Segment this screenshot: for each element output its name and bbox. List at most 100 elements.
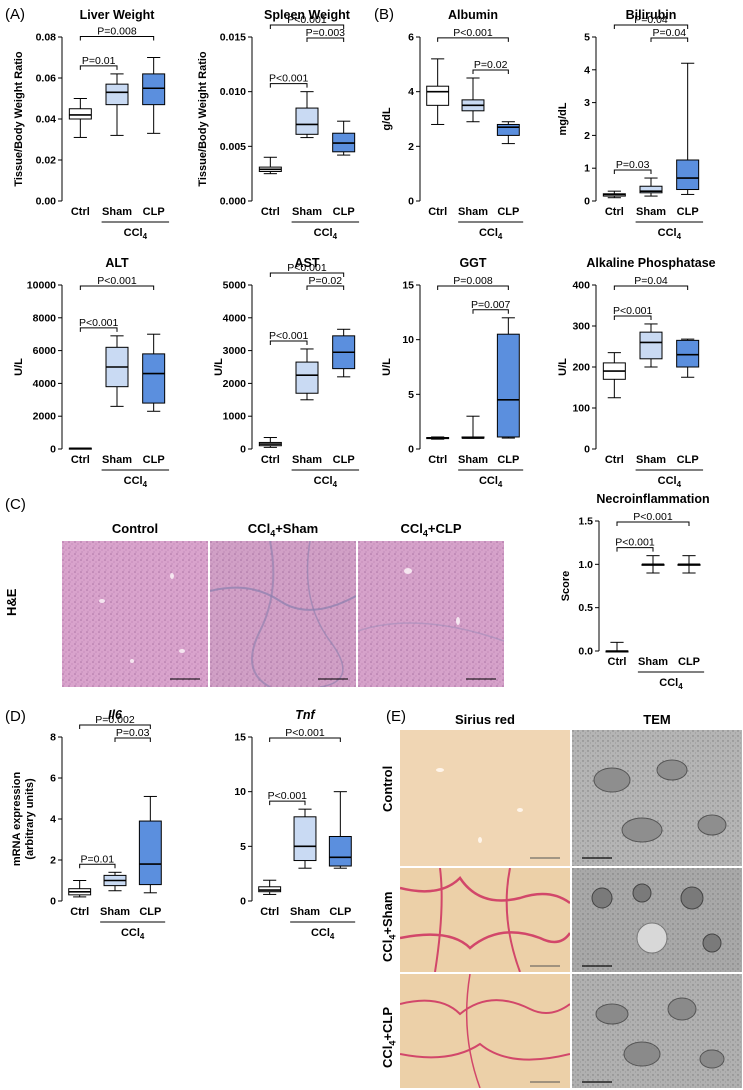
sirius-texture-control xyxy=(400,730,570,866)
x-tick-label: Sham xyxy=(292,454,322,466)
comparison-bracket: P=0.01 xyxy=(79,853,116,869)
tem-texture-control xyxy=(572,730,742,866)
y-axis-label: U/L xyxy=(213,358,225,376)
y-tick-label: 0.010 xyxy=(220,86,246,98)
box-clp xyxy=(142,333,166,412)
y-tick-label: 15 xyxy=(234,732,246,744)
comparison-bracket: P<0.001 xyxy=(269,727,341,742)
x-tick-label: Sham xyxy=(290,906,320,918)
box-iqr xyxy=(68,108,92,120)
comparison-bracket: P=0.008 xyxy=(437,275,509,290)
p-value-label: P<0.001 xyxy=(269,73,309,85)
bracket-line xyxy=(437,285,509,290)
x-tick-label: Ctrl xyxy=(608,656,627,668)
comparison-bracket: P=0.008 xyxy=(79,26,155,41)
he-texture-clp xyxy=(358,541,504,687)
tem-image-control xyxy=(572,730,742,866)
box-ctrl xyxy=(602,352,626,399)
y-tick-label: 0 xyxy=(584,196,590,208)
box-sham xyxy=(461,415,485,439)
x-tick-label: CLP xyxy=(677,454,699,466)
p-value-label: P<0.001 xyxy=(285,727,325,739)
box-iqr xyxy=(496,333,520,438)
y-tick-label: 4000 xyxy=(223,312,247,324)
box-sham xyxy=(105,73,129,136)
p-value-label: P<0.001 xyxy=(97,275,137,287)
bracket-line xyxy=(79,327,118,332)
bracket-line xyxy=(437,37,509,42)
bracket-line xyxy=(79,285,155,290)
box-iqr xyxy=(142,353,166,404)
he-title-sham: CCl4+Sham xyxy=(247,521,319,539)
bracket-line xyxy=(650,37,689,42)
box-clp xyxy=(328,791,352,869)
x-tick-label: Ctrl xyxy=(261,206,280,218)
x-tick-label: Ctrl xyxy=(428,454,447,466)
treatment-subscript: 4 xyxy=(140,932,145,941)
chart-spleen-weight: Spleen Weight 0.000 0.005 0.010 0.015 Tissue/… xyxy=(197,8,360,241)
p-value-label: P<0.001 xyxy=(79,317,119,329)
tem-image-sham xyxy=(572,868,742,972)
bracket-line xyxy=(79,863,116,869)
bracket-line xyxy=(79,724,151,729)
comparison-bracket: P=0.002 xyxy=(79,714,151,729)
y-tick-label: 0.5 xyxy=(578,602,593,614)
tem-image-clp xyxy=(572,974,742,1088)
y-axis-label: g/dL xyxy=(381,107,393,130)
box-sham xyxy=(103,871,127,892)
box-iqr xyxy=(496,123,520,136)
box-clp xyxy=(332,120,356,156)
panel-label-e: (E) xyxy=(386,708,406,725)
x-tick-label: CLP xyxy=(329,906,351,918)
x-tick-label: Sham xyxy=(292,206,322,218)
sirius-title: Sirius red xyxy=(455,712,515,727)
y-axis-label: U/L xyxy=(557,358,569,376)
box-iqr xyxy=(105,83,129,106)
comparison-bracket: P<0.001 xyxy=(269,73,309,88)
comparison-bracket: P<0.001 xyxy=(269,14,345,29)
treatment-label: CCl4 xyxy=(479,475,503,489)
panel-label-b: (B) xyxy=(374,6,394,23)
p-value-label: P=0.01 xyxy=(82,55,116,67)
chart-title: Il6 xyxy=(108,708,123,722)
box-sham xyxy=(295,348,319,401)
box-iqr xyxy=(295,107,319,135)
comparison-bracket: P=0.04 xyxy=(650,27,689,42)
x-tick-label: Ctrl xyxy=(605,454,624,466)
y-tick-label: 5000 xyxy=(223,280,247,292)
bracket-line xyxy=(616,547,654,552)
he-image-sham xyxy=(210,541,356,687)
bracket-line xyxy=(269,737,341,742)
p-value-label: P=0.01 xyxy=(81,853,115,865)
comparison-bracket: P=0.007 xyxy=(471,299,511,314)
bracket-line xyxy=(613,285,689,290)
box-iqr xyxy=(639,185,663,194)
p-value-label: P=0.008 xyxy=(97,26,137,38)
box-ctrl xyxy=(605,641,629,653)
comparison-bracket: P<0.001 xyxy=(437,27,509,42)
x-tick-label: CLP xyxy=(333,454,355,466)
bracket-line xyxy=(79,36,155,41)
tem-title: TEM xyxy=(643,712,671,727)
sirius-image-control xyxy=(400,730,570,866)
treatment-subscript: 4 xyxy=(143,232,148,241)
treatment-label: CCl4 xyxy=(314,475,338,489)
y-axis-label: (arbitrary units) xyxy=(24,778,36,860)
bracket-line xyxy=(613,169,652,175)
y-tick-label: 0.000 xyxy=(220,196,246,208)
chart-ast: AST 0 1000 2000 3000 4000 5000 U/L Ctrl Sham CLP CC… xyxy=(213,256,360,489)
chart-title: Albumin xyxy=(448,8,498,22)
bracket-line xyxy=(79,65,118,70)
y-axis-label: U/L xyxy=(13,358,25,376)
bracket-line xyxy=(114,737,151,742)
box-sham xyxy=(641,555,665,574)
box-iqr xyxy=(138,820,162,886)
sirius-image-clp xyxy=(400,974,570,1088)
comparison-bracket: P=0.02 xyxy=(306,275,345,290)
p-value-label: P=0.007 xyxy=(471,299,511,311)
panel-label-c: (C) xyxy=(5,496,26,513)
sirius-texture-clp xyxy=(400,974,570,1088)
box-sham xyxy=(461,77,485,123)
y-tick-label: 10 xyxy=(402,334,414,346)
chart-title: ALT xyxy=(105,256,129,270)
